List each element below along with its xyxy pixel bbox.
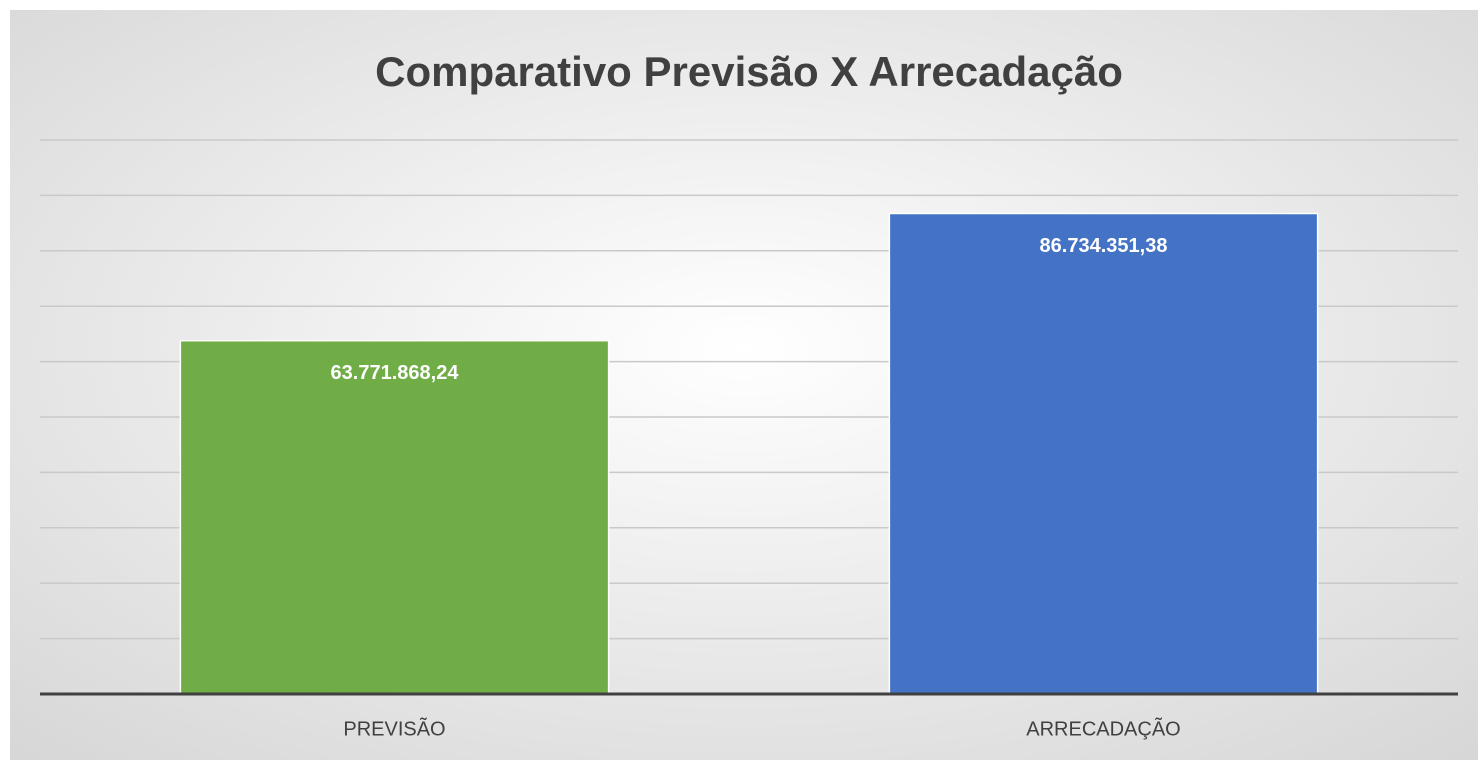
data-label: 63.771.868,24 bbox=[331, 362, 460, 384]
bar bbox=[888, 212, 1319, 695]
chart-title: Comparativo Previsão X Arrecadação bbox=[375, 48, 1123, 95]
data-label: 86.734.351,38 bbox=[1040, 235, 1168, 257]
x-tick-label: PREVISÃO bbox=[343, 716, 445, 740]
x-tick-label: ARRECADAÇÃO bbox=[1026, 716, 1180, 740]
bar bbox=[179, 339, 610, 695]
